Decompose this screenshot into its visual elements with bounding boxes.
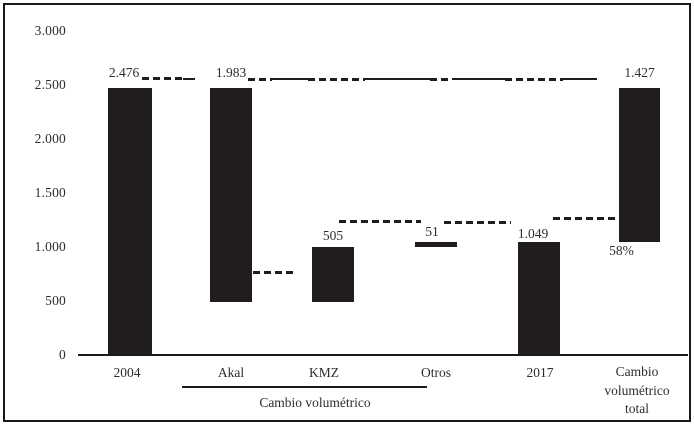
bar-akal: [210, 87, 252, 302]
x-axis-label-2004: 2004: [113, 365, 141, 380]
value-label-cambio-volumetrico-total: 1.427: [624, 64, 655, 80]
bar-2004: [108, 87, 152, 355]
connector-line: [308, 78, 365, 81]
connector-line: [142, 77, 183, 80]
connector-line: [563, 78, 597, 80]
bar-kmz: [312, 247, 354, 302]
x-axis-label-cambio-volumetrico-total: Cambio volumétrico total: [604, 364, 670, 416]
y-tick-label-1-500: 1.500: [34, 185, 66, 200]
x-axis-label-2017: 2017: [526, 365, 554, 380]
x-axis-label-otros: Otros: [421, 365, 451, 380]
y-tick-label-2-000: 2.000: [34, 131, 66, 146]
bar-cambio-volumetrico-total: [619, 87, 660, 242]
value-label-2004: 2.476: [108, 64, 140, 80]
connector-line: [430, 78, 452, 81]
value-label-otros: 51: [425, 223, 439, 239]
x-axis-line: [78, 354, 688, 356]
connector-line: [452, 78, 505, 80]
connector-line: [553, 217, 615, 220]
y-tick-label-3-000: 3.000: [34, 23, 66, 38]
y-tick-label-2-500: 2.500: [34, 77, 66, 92]
group-bracket-line: [182, 386, 427, 388]
bar-otros: [415, 241, 457, 248]
percent-label: 58%: [609, 242, 634, 258]
y-tick-label-500: 500: [45, 293, 66, 308]
x-axis-label-akal: Akal: [217, 365, 245, 380]
connector-line: [248, 78, 272, 81]
connector-line: [365, 78, 430, 80]
connector-line: [272, 78, 308, 80]
connector-line: [339, 220, 421, 223]
group-label: Cambio volumétrico: [259, 395, 371, 410]
bar-2017: [518, 241, 560, 355]
value-label-akal: 1.983: [215, 64, 247, 80]
y-tick-label-1-000: 1.000: [34, 239, 66, 254]
connector-line: [253, 271, 296, 274]
connector-line: [505, 78, 563, 81]
value-label-2017: 1.049: [517, 225, 549, 241]
connector-line: [183, 78, 195, 80]
value-label-kmz: 505: [322, 228, 344, 244]
chart-border: [3, 3, 691, 422]
x-axis-label-kmz: KMZ: [309, 365, 339, 380]
connector-line: [444, 221, 511, 224]
y-tick-label-0: 0: [59, 347, 66, 362]
